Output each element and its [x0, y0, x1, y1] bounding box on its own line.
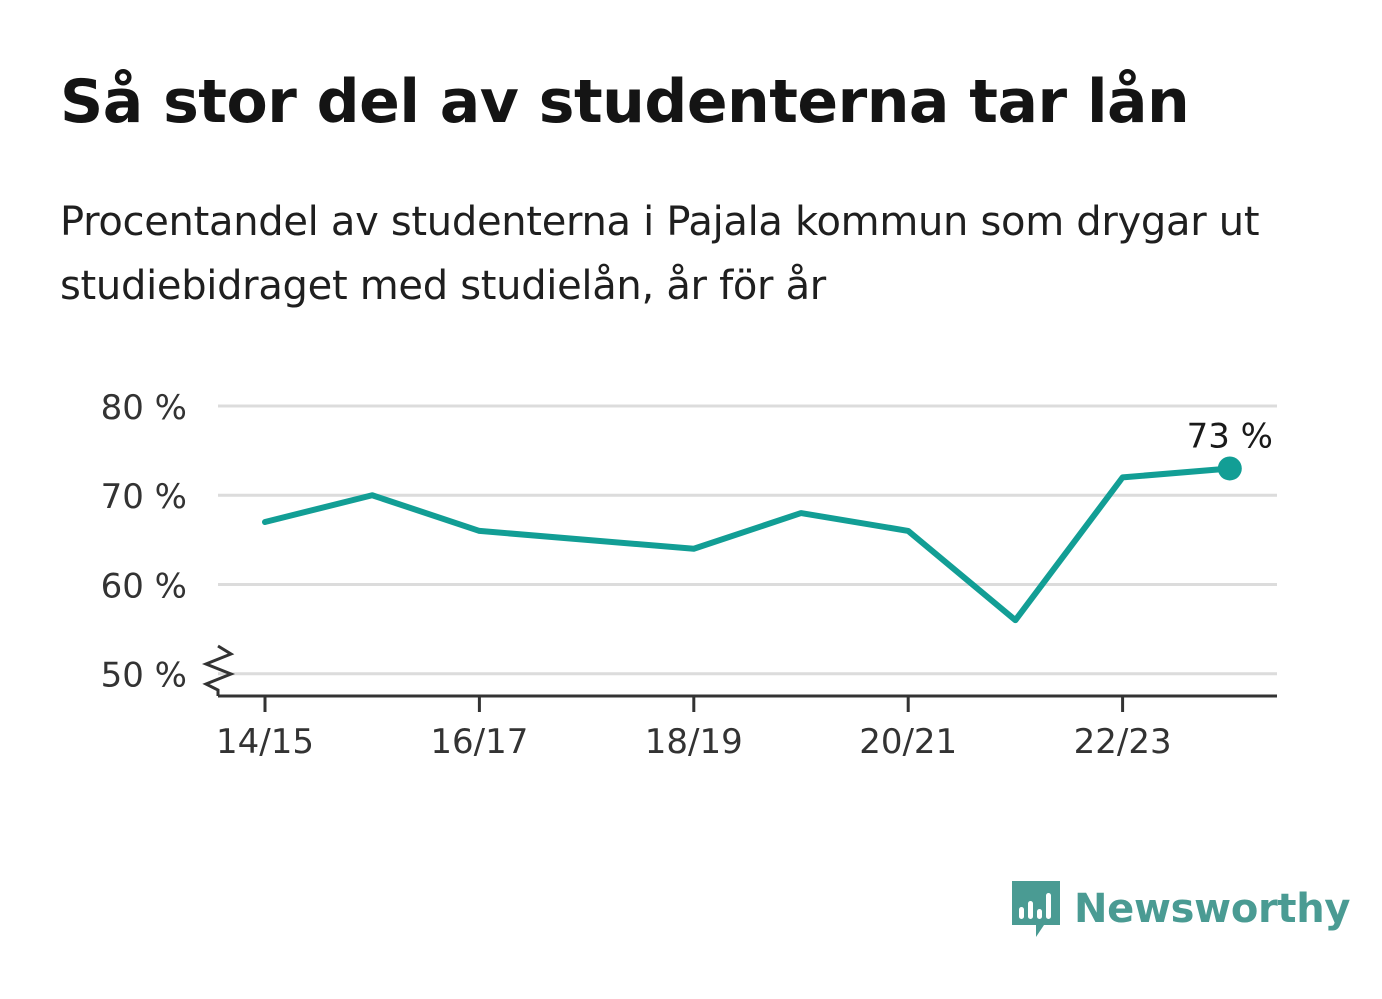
x-tick-label: 18/19 — [645, 722, 743, 762]
y-tick-label: 50 % — [101, 656, 187, 696]
y-axis-ticks: 80 % 70 % 60 % 50 % — [101, 388, 187, 696]
gridlines — [218, 404, 1277, 676]
series-layer — [262, 465, 1233, 624]
y-tick-label: 60 % — [101, 566, 187, 606]
data-label: 73 % — [1187, 416, 1273, 456]
x-tick-label: 22/23 — [1074, 722, 1172, 762]
end-point-marker — [1217, 456, 1242, 481]
brand-name: Newsworthy — [1074, 886, 1351, 932]
y-tick-label: 80 % — [101, 388, 187, 428]
chart-subtitle: Procentandel av studenterna i Pajala kom… — [60, 199, 1260, 309]
x-tick-label: 20/21 — [859, 722, 957, 762]
bar-chart-speech-bubble-icon — [1012, 881, 1060, 937]
x-axis-ticks: 14/15 16/17 18/19 20/21 22/23 — [216, 696, 1172, 762]
y-tick-label: 70 % — [101, 477, 187, 517]
annotation-layer: 73 % — [1187, 416, 1273, 481]
x-tick-label: 14/15 — [216, 722, 314, 762]
x-tick-label: 16/17 — [430, 722, 528, 762]
brand-logo: Newsworthy — [1010, 878, 1351, 940]
x-axis — [201, 644, 1277, 698]
axis-break-icon — [201, 644, 236, 696]
chart-title: Så stor del av studenterna tar lån — [60, 67, 1190, 137]
series-line — [262, 465, 1233, 624]
